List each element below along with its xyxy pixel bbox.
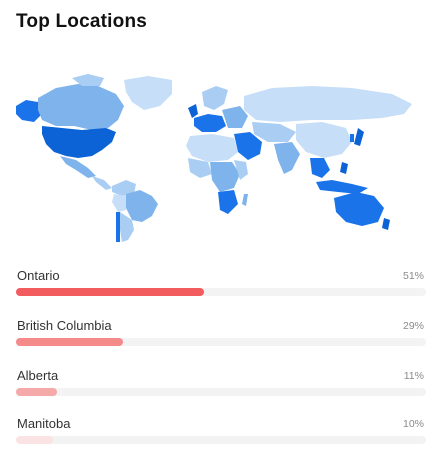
map-region-japan[interactable] xyxy=(354,128,364,146)
map-region-south-america-north[interactable] xyxy=(112,180,136,196)
map-region-central-asia[interactable] xyxy=(252,122,296,142)
card-title: Top Locations xyxy=(16,11,148,32)
location-name: Manitoba xyxy=(17,416,71,431)
map-region-brazil[interactable] xyxy=(126,190,158,222)
map-region-madagascar[interactable] xyxy=(242,194,248,206)
location-name: British Columbia xyxy=(17,318,112,333)
progress-fill xyxy=(16,338,123,346)
map-region-europe-east[interactable] xyxy=(222,106,248,128)
location-row: Alberta 11% xyxy=(16,368,426,408)
location-row: Ontario 51% xyxy=(16,268,426,308)
progress-fill xyxy=(16,388,57,396)
map-region-north-africa[interactable] xyxy=(186,134,238,162)
map-region-west-africa[interactable] xyxy=(188,158,212,178)
world-map[interactable] xyxy=(12,70,424,245)
map-region-canada[interactable] xyxy=(38,84,124,130)
map-region-china[interactable] xyxy=(296,122,352,158)
map-region-europe-west[interactable] xyxy=(194,114,226,132)
location-percent: 10% xyxy=(402,418,424,430)
location-percent: 11% xyxy=(403,370,424,382)
map-region-korea[interactable] xyxy=(350,134,354,142)
progress-track xyxy=(16,388,426,396)
location-row: British Columbia 29% xyxy=(16,318,426,358)
map-region-argentina[interactable] xyxy=(120,212,134,242)
progress-track xyxy=(16,436,426,444)
map-region-south-africa[interactable] xyxy=(218,190,238,214)
map-region-canada-islands[interactable] xyxy=(72,74,104,86)
map-region-greenland[interactable] xyxy=(124,76,172,110)
location-row: Manitoba 10% xyxy=(16,416,426,456)
map-region-india[interactable] xyxy=(274,142,300,174)
map-region-alaska[interactable] xyxy=(16,100,42,122)
map-region-usa[interactable] xyxy=(42,126,116,158)
map-region-middle-east[interactable] xyxy=(234,132,262,160)
progress-fill xyxy=(16,436,53,444)
map-region-philippines[interactable] xyxy=(340,162,348,174)
map-region-southeast-asia[interactable] xyxy=(310,158,330,178)
location-name: Ontario xyxy=(17,268,60,283)
map-region-peru[interactable] xyxy=(112,194,126,212)
map-region-russia[interactable] xyxy=(244,86,412,122)
map-region-east-africa[interactable] xyxy=(234,160,248,180)
location-percent: 29% xyxy=(402,320,424,332)
progress-fill xyxy=(16,288,204,296)
map-region-new-zealand[interactable] xyxy=(382,218,390,230)
progress-track xyxy=(16,338,426,346)
progress-track xyxy=(16,288,426,296)
map-region-central-america[interactable] xyxy=(92,176,112,190)
map-region-chile[interactable] xyxy=(116,212,120,242)
map-region-indonesia[interactable] xyxy=(316,180,368,194)
map-region-uk[interactable] xyxy=(188,104,198,118)
map-region-mexico[interactable] xyxy=(60,156,96,178)
location-name: Alberta xyxy=(17,368,59,383)
map-region-central-africa[interactable] xyxy=(210,162,240,192)
map-region-europe-north[interactable] xyxy=(202,86,228,110)
location-percent: 51% xyxy=(402,270,424,282)
map-region-australia[interactable] xyxy=(334,192,384,226)
